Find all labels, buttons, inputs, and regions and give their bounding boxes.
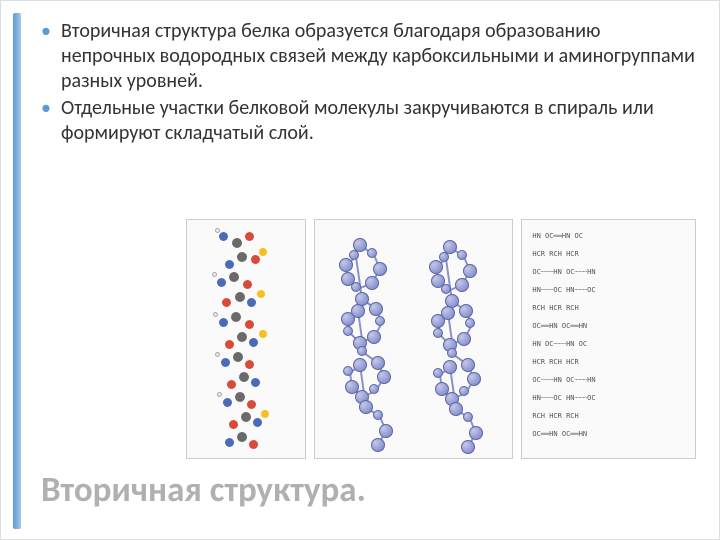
- atom-c: [229, 272, 239, 282]
- bullet-item: Отдельные участки белковой молекулы закр…: [41, 96, 699, 146]
- atom-h: [215, 228, 220, 233]
- sheet-row: HN┄┄┄OC HN┄┄┄OC: [532, 394, 595, 402]
- sheet-row: RCH HCR RCH: [532, 304, 578, 312]
- atom-n: [217, 278, 226, 287]
- atom-s: [257, 290, 265, 298]
- atom-o: [247, 400, 256, 409]
- helix-ball: [465, 318, 475, 328]
- atom-h: [212, 272, 217, 277]
- atom-n: [219, 318, 228, 327]
- atom-o: [227, 380, 236, 389]
- atom-n: [223, 398, 232, 407]
- atom-n: [225, 260, 234, 269]
- atom-o: [222, 298, 231, 307]
- atom-o: [251, 255, 260, 264]
- atom-n: [247, 298, 256, 307]
- atom-h: [215, 352, 220, 357]
- helix-ball: [443, 360, 457, 374]
- sheet-row: HN OC┄┄┄HN OC: [532, 340, 587, 348]
- atom-h: [213, 312, 218, 317]
- helix-ball: [463, 264, 477, 278]
- atom-n: [253, 418, 262, 427]
- atom-o: [245, 360, 254, 369]
- atom-c: [237, 432, 247, 442]
- helix-ball: [431, 274, 445, 288]
- helix-ball: [457, 250, 467, 260]
- helix-ball: [429, 260, 443, 274]
- atom-o: [243, 280, 252, 289]
- atom-o: [229, 420, 238, 429]
- sheet-row: OC══HN OC══HN: [532, 322, 587, 330]
- slide-title: Вторичная структура.: [41, 469, 366, 511]
- helix-ball: [459, 304, 473, 318]
- helix-ball: [447, 348, 457, 358]
- atom-c: [237, 252, 247, 262]
- sheet-row: OC══HN OC══HN: [532, 430, 587, 438]
- bullet-item: Вторичная структура белка образуется бла…: [41, 19, 699, 94]
- content-area: Вторичная структура белка образуется бла…: [41, 19, 699, 148]
- atom-o: [225, 340, 234, 349]
- helix-ball: [433, 368, 443, 378]
- atom-o: [245, 232, 254, 241]
- atom-n: [219, 232, 228, 241]
- atom-c: [231, 312, 241, 322]
- atom-c: [237, 332, 247, 342]
- slide: Вторичная структура белка образуется бла…: [0, 0, 720, 540]
- atom-c: [235, 292, 245, 302]
- sheet-row: HCR RCH HCR: [532, 358, 578, 366]
- helix-ball: [435, 382, 449, 396]
- helix-ball: [461, 440, 475, 454]
- atom-c: [233, 352, 243, 362]
- atom-n: [249, 338, 258, 347]
- atom-c: [241, 412, 251, 422]
- beta-sheet-panel: HN OC══HN OC HCR RCH HCR OC┄┄┄HN OC┄┄┄HN HN…: [521, 219, 696, 459]
- helix-ball: [463, 412, 473, 422]
- helix-ball: [459, 386, 469, 396]
- helix-ball: [469, 426, 483, 440]
- atom-o: [249, 440, 258, 449]
- atom-c: [232, 238, 242, 248]
- helix-ball: [461, 358, 475, 372]
- atom-s: [259, 248, 267, 256]
- atom-c: [235, 392, 245, 402]
- helix-ball: [439, 252, 449, 262]
- atom-c: [239, 372, 249, 382]
- atom-n: [225, 438, 234, 447]
- helix-ball: [457, 332, 471, 346]
- atom-h: [217, 392, 222, 397]
- helix-ball: [449, 402, 463, 416]
- ribbon-helix-panel: [314, 219, 514, 459]
- helix-ball: [441, 306, 455, 320]
- atom-n: [251, 378, 260, 387]
- helix-ball: [467, 372, 481, 386]
- sheet-row: OC┄┄┄HN OC┄┄┄HN: [532, 268, 595, 276]
- atom-n: [221, 358, 230, 367]
- sheet-row: HN OC══HN OC: [532, 232, 583, 240]
- accent-bar: [13, 13, 21, 529]
- helix-ball: [455, 278, 469, 292]
- sheet-row: HN┄┄┄OC HN┄┄┄OC: [532, 286, 595, 294]
- bullet-list: Вторичная структура белка образуется бла…: [41, 19, 699, 146]
- helix-ball: [433, 328, 443, 338]
- sheet-row: OC┄┄┄HN OC┄┄┄HN: [532, 376, 595, 384]
- diagram-area: HN OC══HN OC HCR RCH HCR OC┄┄┄HN OC┄┄┄HN HN…: [186, 219, 696, 459]
- atom-s: [261, 410, 269, 418]
- sheet-row: HCR RCH HCR: [532, 250, 578, 258]
- sheet-row: RCH HCR RCH: [532, 412, 578, 420]
- atom-s: [259, 330, 267, 338]
- ball-stick-panel: [186, 219, 306, 459]
- atom-o: [245, 320, 254, 329]
